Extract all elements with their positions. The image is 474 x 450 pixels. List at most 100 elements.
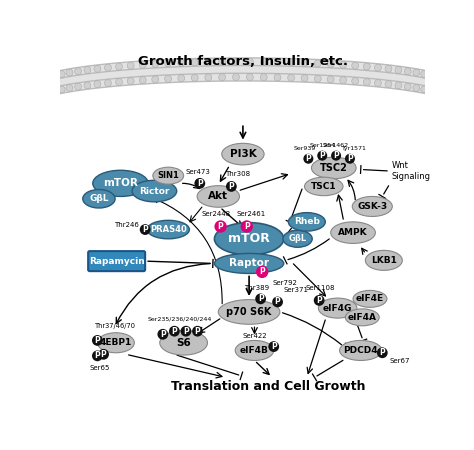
- Text: Ser67: Ser67: [390, 358, 410, 364]
- Circle shape: [385, 65, 392, 72]
- Text: GβL: GβL: [289, 234, 307, 243]
- Circle shape: [246, 58, 253, 65]
- Circle shape: [214, 220, 227, 233]
- Circle shape: [194, 178, 205, 189]
- Ellipse shape: [219, 300, 280, 324]
- Ellipse shape: [153, 167, 183, 184]
- Circle shape: [327, 61, 334, 68]
- Circle shape: [66, 85, 73, 91]
- Circle shape: [413, 69, 420, 76]
- Circle shape: [301, 59, 308, 66]
- Circle shape: [421, 71, 428, 77]
- Ellipse shape: [311, 157, 356, 179]
- Text: Rheb: Rheb: [294, 217, 320, 226]
- Circle shape: [116, 79, 122, 86]
- Ellipse shape: [83, 189, 115, 208]
- Circle shape: [374, 80, 382, 86]
- Circle shape: [75, 83, 82, 90]
- Text: Raptor: Raptor: [229, 258, 269, 269]
- Circle shape: [377, 347, 388, 358]
- Circle shape: [191, 59, 198, 66]
- Text: P: P: [94, 351, 100, 360]
- Circle shape: [94, 81, 101, 88]
- Text: PI3K: PI3K: [229, 149, 256, 159]
- Circle shape: [241, 220, 253, 233]
- Text: P: P: [94, 336, 100, 345]
- Ellipse shape: [147, 220, 190, 239]
- Circle shape: [364, 79, 370, 86]
- Text: AMPK: AMPK: [338, 228, 368, 237]
- Ellipse shape: [235, 341, 273, 360]
- Circle shape: [317, 151, 327, 161]
- Text: P: P: [319, 151, 325, 160]
- Text: Thr389: Thr389: [244, 285, 269, 291]
- Circle shape: [66, 69, 73, 76]
- Ellipse shape: [319, 298, 357, 318]
- Text: Thr308: Thr308: [225, 171, 250, 177]
- Text: eIF4E: eIF4E: [356, 294, 384, 303]
- FancyBboxPatch shape: [88, 251, 145, 271]
- Text: mTOR: mTOR: [103, 178, 138, 189]
- Text: PDCD4: PDCD4: [344, 346, 378, 355]
- Text: P: P: [228, 182, 234, 191]
- Text: PRAS40: PRAS40: [150, 225, 187, 234]
- Circle shape: [104, 64, 111, 71]
- Ellipse shape: [197, 186, 239, 207]
- Circle shape: [92, 335, 103, 346]
- Circle shape: [331, 151, 341, 161]
- Circle shape: [255, 293, 266, 304]
- Ellipse shape: [283, 230, 312, 247]
- Circle shape: [434, 89, 441, 96]
- Text: Wnt
Signaling: Wnt Signaling: [392, 162, 430, 181]
- Text: P: P: [183, 327, 189, 336]
- Circle shape: [84, 67, 91, 73]
- Text: P: P: [195, 327, 201, 336]
- Circle shape: [314, 295, 325, 306]
- Circle shape: [116, 63, 122, 70]
- Circle shape: [421, 86, 428, 93]
- Circle shape: [268, 341, 279, 352]
- Text: P: P: [218, 222, 223, 231]
- Text: P: P: [100, 350, 107, 359]
- Text: TSC2: TSC2: [320, 163, 348, 173]
- Circle shape: [256, 266, 268, 278]
- Circle shape: [92, 351, 103, 361]
- Text: GSK-3: GSK-3: [357, 202, 387, 211]
- Circle shape: [314, 75, 321, 82]
- Circle shape: [58, 86, 65, 93]
- Text: Ser1108: Ser1108: [306, 285, 336, 291]
- Circle shape: [98, 349, 109, 360]
- Ellipse shape: [222, 143, 264, 165]
- Text: eIF4B: eIF4B: [240, 346, 269, 355]
- Text: Ser65: Ser65: [89, 365, 109, 371]
- Text: P: P: [347, 154, 353, 163]
- Circle shape: [84, 82, 91, 89]
- Text: Ser1462: Ser1462: [323, 143, 349, 148]
- Circle shape: [51, 87, 58, 94]
- Ellipse shape: [346, 309, 379, 326]
- Circle shape: [404, 68, 411, 75]
- Circle shape: [205, 58, 212, 66]
- Circle shape: [288, 59, 295, 66]
- Text: P: P: [172, 327, 177, 336]
- Circle shape: [51, 72, 58, 79]
- Circle shape: [445, 92, 451, 99]
- Text: P: P: [316, 296, 322, 305]
- Circle shape: [327, 76, 334, 83]
- Ellipse shape: [352, 197, 392, 216]
- Circle shape: [352, 62, 359, 69]
- Text: Thr37/46/70: Thr37/46/70: [95, 323, 137, 329]
- Text: Ser2461: Ser2461: [237, 211, 266, 217]
- Circle shape: [127, 77, 134, 85]
- Circle shape: [139, 61, 146, 68]
- Ellipse shape: [132, 180, 177, 202]
- Circle shape: [178, 75, 185, 82]
- Circle shape: [219, 74, 226, 81]
- Circle shape: [246, 74, 253, 81]
- Text: mTOR: mTOR: [228, 232, 270, 245]
- Circle shape: [303, 154, 313, 164]
- Text: p70 S6K: p70 S6K: [227, 307, 272, 317]
- Text: Akt: Akt: [208, 191, 228, 202]
- Circle shape: [274, 74, 281, 81]
- Circle shape: [104, 80, 111, 86]
